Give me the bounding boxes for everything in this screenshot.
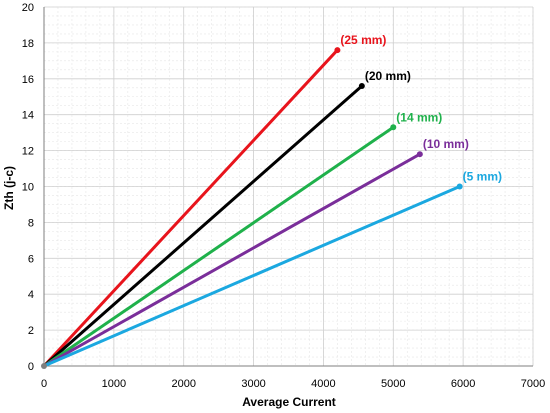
series-lines — [41, 47, 463, 369]
series-endpoint-3 — [416, 151, 423, 158]
series-endpoint-2 — [390, 124, 397, 131]
axes — [43, 7, 533, 367]
series-labels: (25 mm) (20 mm) (14 mm) (10 mm) (5 mm) — [340, 33, 502, 183]
y-tick-label: 10 — [22, 182, 34, 194]
x-tick-label: 3000 — [241, 378, 265, 390]
origin-point — [41, 363, 47, 369]
grid — [43, 6, 534, 367]
series-line-2 — [42, 125, 395, 368]
y-tick-label: 20 — [22, 2, 34, 14]
x-axis-title: Average Current — [242, 395, 336, 409]
y-tick-label: 2 — [28, 325, 34, 337]
y-axis-title: Zth (j-c) — [2, 166, 16, 210]
series-line-4 — [42, 185, 462, 368]
x-tick-label: 0 — [41, 378, 47, 390]
series-label-4: (5 mm) — [463, 170, 502, 184]
y-tick-label: 14 — [22, 110, 34, 122]
y-tick-label: 0 — [28, 361, 34, 373]
series-line-0 — [42, 48, 339, 368]
series-endpoint-4 — [456, 183, 463, 190]
x-tick-label: 6000 — [451, 378, 475, 390]
x-tick-label: 2000 — [171, 378, 195, 390]
y-tick-label: 6 — [28, 253, 34, 265]
series-endpoint-0 — [334, 47, 341, 54]
series-label-0: (25 mm) — [340, 33, 386, 47]
series-endpoint-1 — [358, 82, 365, 89]
series-label-2: (14 mm) — [396, 110, 442, 124]
x-tick-label: 1000 — [102, 378, 126, 390]
y-tick-labels: 0 2 4 6 8 10 12 14 16 18 20 — [22, 2, 34, 373]
series-label-3: (10 mm) — [423, 137, 469, 151]
y-tick-label: 4 — [28, 289, 34, 301]
x-tick-label: 7000 — [521, 378, 545, 390]
x-tick-label: 5000 — [381, 378, 405, 390]
series-line-3 — [42, 152, 422, 368]
x-tick-label: 4000 — [311, 378, 335, 390]
series-label-1: (20 mm) — [365, 69, 411, 83]
y-tick-label: 16 — [22, 74, 34, 86]
y-tick-label: 8 — [28, 217, 34, 229]
y-tick-label: 12 — [22, 146, 34, 158]
x-tick-labels: 0 1000 2000 3000 4000 5000 6000 7000 — [41, 378, 545, 390]
y-tick-label: 18 — [22, 38, 34, 50]
series-line-1 — [42, 84, 364, 368]
